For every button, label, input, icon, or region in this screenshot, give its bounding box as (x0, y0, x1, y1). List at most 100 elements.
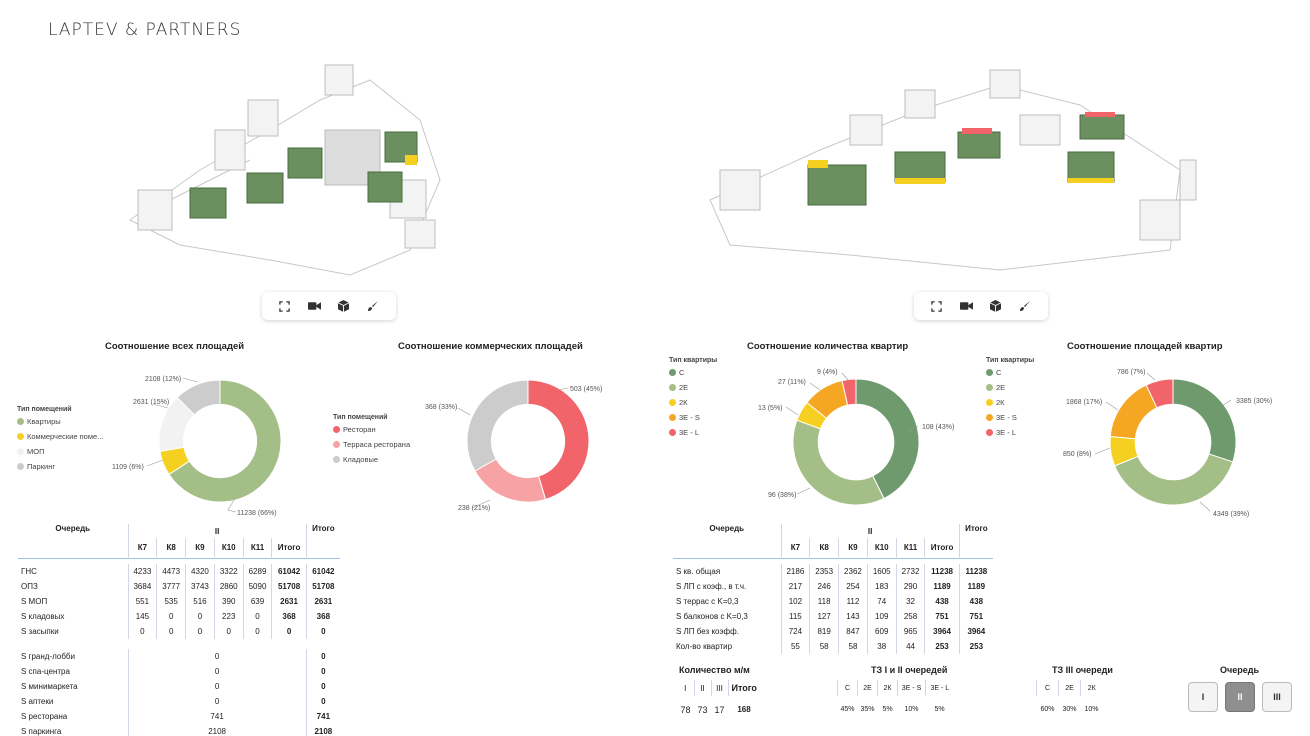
cell-total: 368 (305, 609, 340, 624)
legend-item-label: Ресторан (343, 425, 376, 434)
cell: 3964 (924, 624, 960, 639)
legend-item[interactable]: 2Е (986, 383, 1034, 392)
cell: 3743 (185, 579, 215, 594)
cell: 51708 (271, 579, 307, 594)
legend-all-areas: Тип помещений Квартиры Коммерческие поме… (17, 406, 103, 477)
brush-icon[interactable] (362, 295, 384, 317)
cell: 0 (127, 649, 307, 664)
queue-button-1[interactable]: I (1188, 682, 1218, 712)
donut-chart-apt-area[interactable] (1109, 378, 1237, 506)
donut-label: 27 (11%) (778, 379, 806, 386)
cell: 127 (809, 609, 839, 624)
legend-item[interactable]: 3Е - S (986, 413, 1034, 422)
areas-table: Очередь II Итого К7 К8 К9 К10 К11 Итого … (18, 524, 340, 736)
donut-slice[interactable] (466, 379, 529, 472)
cube-icon[interactable] (985, 295, 1007, 317)
cell: 58 (809, 639, 839, 654)
legend-item-label: С (679, 368, 685, 377)
camera-icon[interactable] (303, 295, 325, 317)
legend-item-label: С (996, 368, 1002, 377)
donut-slice[interactable] (168, 379, 282, 503)
cell: 217 (780, 579, 810, 594)
donut-label: 4349 (39%) (1213, 511, 1249, 518)
cell: 55 (780, 639, 810, 654)
cell: 6289 (242, 564, 272, 579)
legend-item[interactable]: 2К (986, 398, 1034, 407)
legend-item[interactable]: МОП (17, 447, 103, 456)
legend-item[interactable]: С (669, 368, 717, 377)
queue-title: Очередь (1220, 665, 1259, 675)
cell-total: 2631 (305, 594, 340, 609)
donut-label: 13 (5%) (758, 405, 783, 412)
apartments-table: Очередь II Итого К7 К8 К9 К10 К11 Итого … (673, 524, 993, 654)
tz12-val: 5% (934, 706, 945, 713)
cell: 32 (895, 594, 925, 609)
table-row: S паркинга 2108 2108 (18, 724, 340, 736)
tz3-col: 2К (1080, 680, 1103, 696)
donut-slice[interactable] (792, 419, 885, 506)
donut-slice[interactable] (855, 378, 920, 500)
row-label: ОПЗ (21, 582, 38, 591)
donut-chart-apt-count[interactable] (792, 378, 920, 506)
legend-item[interactable]: 2К (669, 398, 717, 407)
legend-item[interactable]: 3Е - S (669, 413, 717, 422)
legend-item[interactable]: 3Е - L (986, 428, 1034, 437)
row-label: S ЛП с коэф., в т.ч. (676, 582, 747, 591)
row-label: S балконов с K=0,3 (676, 612, 748, 621)
queue-button-3[interactable]: III (1262, 682, 1292, 712)
expand-icon[interactable] (274, 295, 296, 317)
queue-button-2[interactable]: II (1225, 682, 1255, 712)
cell: 0 (185, 624, 215, 639)
donut-slice[interactable] (176, 379, 221, 416)
legend-item[interactable]: Паркинг (17, 462, 103, 471)
donut-label: 786 (7%) (1117, 369, 1145, 376)
scene-3d-left[interactable] (120, 60, 460, 285)
cell: 551 (127, 594, 157, 609)
cell: 3322 (213, 564, 244, 579)
legend-title: Тип квартиры (986, 357, 1035, 364)
cell: 2860 (213, 579, 244, 594)
legend-item[interactable]: С (986, 368, 1034, 377)
expand-icon[interactable] (926, 295, 948, 317)
legend-item[interactable]: Кладовые (333, 455, 410, 464)
parking-table: I II III Итого 78 73 17 168 (677, 680, 760, 717)
cell: 74 (866, 594, 897, 609)
tz12-col: 2К (877, 680, 898, 696)
cube-icon[interactable] (333, 295, 355, 317)
legend-item[interactable]: Коммерческие поме... (17, 432, 103, 441)
brush-icon[interactable] (1014, 295, 1036, 317)
cell: 3777 (156, 579, 186, 594)
tz12-val: 10% (904, 706, 919, 713)
donut-chart-all-areas[interactable] (158, 379, 282, 503)
legend-item[interactable]: 3Е - L (669, 428, 717, 437)
donut-slice[interactable] (1114, 453, 1234, 506)
legend-item[interactable]: Ресторан (333, 425, 410, 434)
cell: 1605 (866, 564, 897, 579)
legend-item[interactable]: Терраса ресторана (333, 440, 410, 449)
donut-slice[interactable] (1145, 378, 1174, 409)
legend-item-label: 2К (679, 398, 688, 407)
table-header-total: Итого (305, 524, 340, 558)
row-label: S ЛП без коэфф. (676, 627, 739, 636)
donut-slice[interactable] (841, 378, 857, 406)
camera-icon[interactable] (955, 295, 977, 317)
legend-item[interactable]: 2Е (669, 383, 717, 392)
legend-item-label: 2К (996, 398, 1005, 407)
table-row: ГНС 4233 4473 4320 3322 6289 61042 61042 (18, 564, 340, 579)
cell: 2732 (895, 564, 925, 579)
cell: 2186 (780, 564, 810, 579)
legend-item-label: 3Е - S (996, 413, 1017, 422)
table-col-k10: К10 (866, 538, 897, 558)
donut-slice[interactable] (1172, 378, 1237, 463)
donut-chart-commercial[interactable] (466, 379, 590, 503)
tz3-val: 10% (1084, 706, 1099, 713)
donut-slice[interactable] (527, 379, 590, 501)
cell: 112 (838, 594, 868, 609)
donut-label: 2108 (12%) (145, 376, 181, 383)
chart-title-commercial: Соотношение коммерческих площадей (398, 341, 583, 352)
tz3-col: 2Е (1058, 680, 1081, 696)
scene-3d-right[interactable] (700, 60, 1200, 285)
legend-item[interactable]: Квартиры (17, 417, 103, 426)
donut-label: 850 (8%) (1063, 451, 1091, 458)
